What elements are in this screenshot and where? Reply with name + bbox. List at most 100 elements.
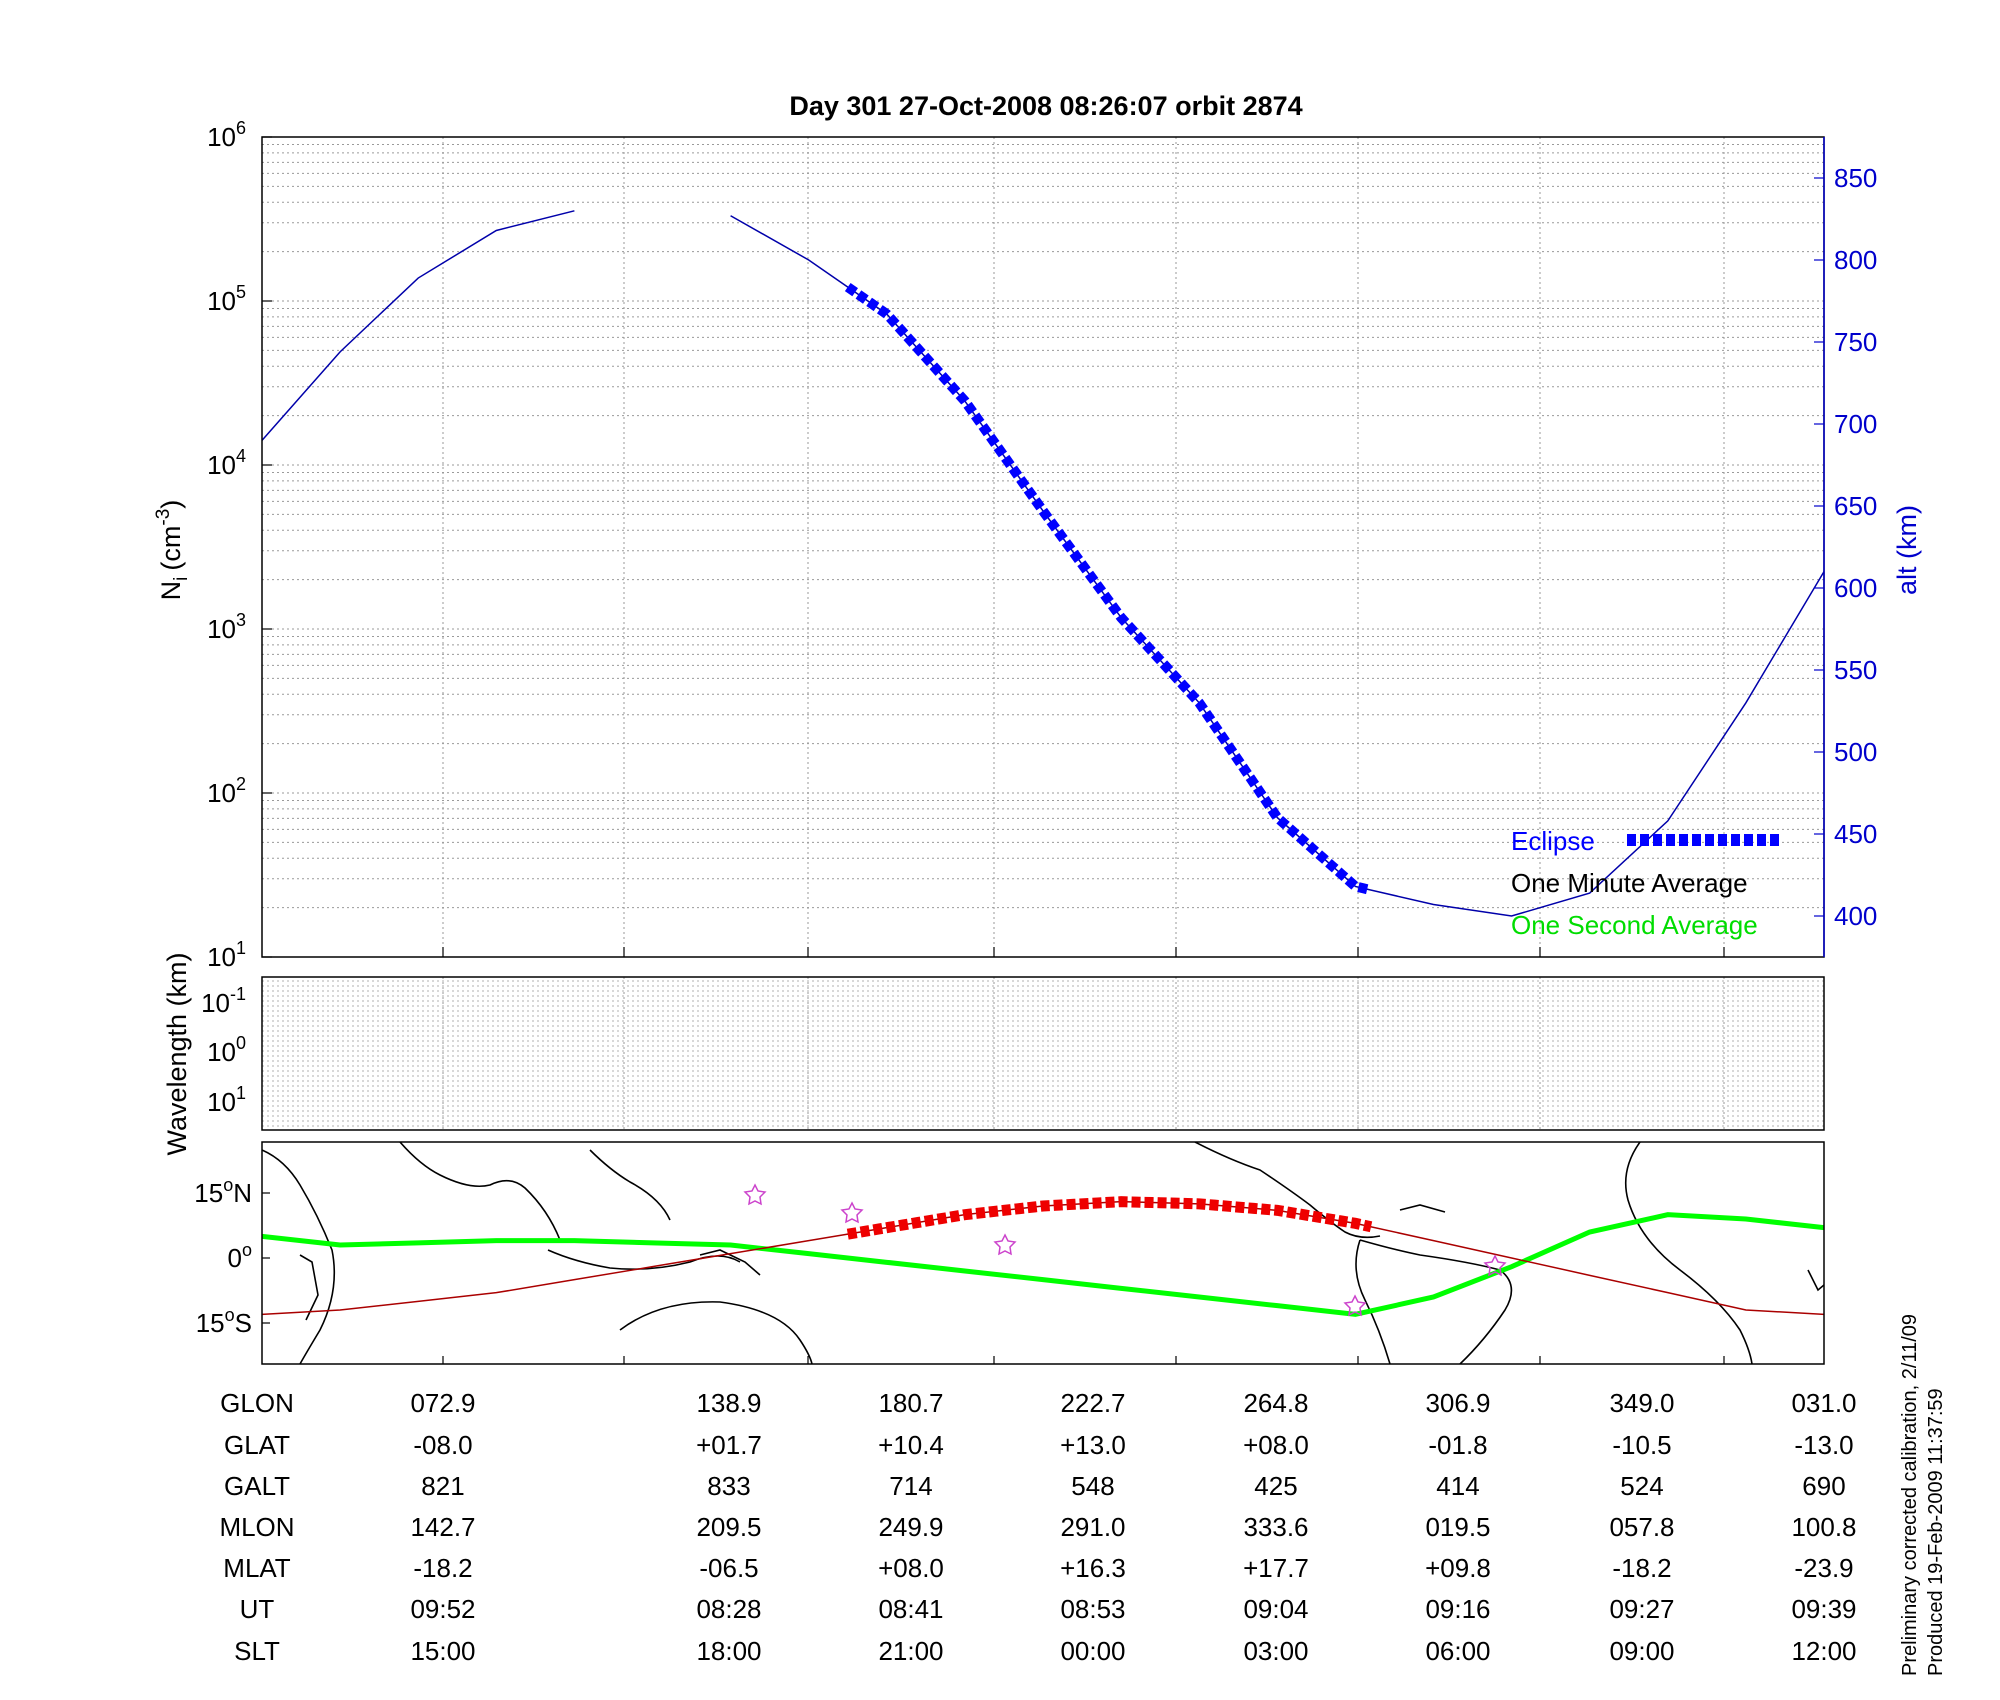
wavelength-tick-base: 10	[207, 1087, 236, 1117]
map-tick-label: 15oN	[194, 1175, 252, 1208]
left-tick-base: 10	[207, 942, 236, 972]
wavelength-tick-label: 10-1	[201, 984, 246, 1018]
ephemeris-cell: 821	[421, 1471, 464, 1501]
ephemeris-cell: 09:27	[1609, 1594, 1674, 1624]
ephemeris-cell: 031.0	[1791, 1388, 1856, 1418]
ephemeris-row-label: MLAT	[223, 1553, 291, 1583]
legend-eclipse-mark	[1653, 834, 1662, 846]
left-axis-label-sub: i	[171, 577, 192, 581]
ephemeris-cell: 291.0	[1060, 1512, 1125, 1542]
left-tick-exp: 6	[236, 118, 246, 138]
right-tick-label: 600	[1834, 573, 1877, 603]
ephemeris-cell: -01.8	[1428, 1430, 1487, 1460]
coast-west-africa	[1624, 1142, 1753, 1364]
ephemeris-cell: 06:00	[1425, 1636, 1490, 1666]
right-tick-label: 400	[1834, 901, 1877, 931]
star-icon	[1483, 1254, 1507, 1277]
ephemeris-cell: 057.8	[1609, 1512, 1674, 1542]
ephemeris-cell: 414	[1436, 1471, 1479, 1501]
eclipse-track-line	[846, 1196, 1373, 1240]
right-tick-label: 500	[1834, 737, 1877, 767]
left-tick-exp: 1	[236, 938, 246, 958]
wavelength-tick-exp: 0	[236, 1033, 246, 1053]
left-axis-label-close: )	[156, 500, 186, 509]
coast-central-america	[1194, 1142, 1381, 1239]
ephemeris-row-label: SLT	[234, 1636, 280, 1666]
legend: Eclipse One Minute Average One Second Av…	[1511, 826, 1779, 940]
right-tick-label: 800	[1834, 245, 1877, 275]
map-tick-degree: o	[225, 1305, 235, 1325]
ephemeris-cell: -13.0	[1794, 1430, 1853, 1460]
altitude-series-line	[261, 210, 575, 441]
ephemeris-cell: 019.5	[1425, 1512, 1490, 1542]
legend-eclipse-mark	[1718, 834, 1727, 846]
left-tick-label: 101	[207, 938, 246, 972]
left-tick-label: 104	[207, 446, 246, 480]
ephemeris-cell: 249.9	[878, 1512, 943, 1542]
legend-eclipse-mark	[1666, 834, 1675, 846]
ephemeris-cell: 100.8	[1791, 1512, 1856, 1542]
orbit-track-line	[262, 1200, 1824, 1316]
produced-timestamp: Produced 19-Feb-2009 11:37:59	[1925, 1388, 1947, 1676]
legend-eclipse-mark	[1705, 834, 1714, 846]
star-icon	[840, 1201, 864, 1224]
right-tick-label: 450	[1834, 819, 1877, 849]
ephemeris-row-label: GLON	[220, 1388, 294, 1418]
wavelength-tick-exp: 1	[236, 1083, 246, 1103]
ephemeris-cell: 09:00	[1609, 1636, 1674, 1666]
ephemeris-cell: +13.0	[1060, 1430, 1126, 1460]
wavelength-tick-label: 100	[207, 1033, 246, 1067]
map-tick-number: 15	[194, 1178, 223, 1208]
star-icon	[1343, 1294, 1367, 1317]
ephemeris-cell: 180.7	[878, 1388, 943, 1418]
ephemeris-cell: 00:00	[1060, 1636, 1125, 1666]
legend-eclipse-mark	[1627, 834, 1636, 846]
left-tick-base: 10	[207, 286, 236, 316]
legend-eclipse-mark	[1731, 834, 1740, 846]
ephemeris-cell: +08.0	[1243, 1430, 1309, 1460]
legend-one-second-label: One Second Average	[1511, 910, 1758, 940]
ephemeris-cell: +09.8	[1425, 1553, 1491, 1583]
map-eclipse-segment	[846, 1196, 1373, 1240]
ephemeris-cell: 548	[1071, 1471, 1114, 1501]
legend-eclipse-marker	[1627, 834, 1779, 846]
legend-eclipse-label: Eclipse	[1511, 826, 1595, 856]
map-tick-label: 0o	[228, 1240, 252, 1273]
legend-eclipse-mark	[1770, 834, 1779, 846]
left-tick-label: 105	[207, 282, 246, 316]
left-tick-exp: 4	[236, 446, 246, 466]
ephemeris-cell: +08.0	[878, 1553, 944, 1583]
left-tick-exp: 5	[236, 282, 246, 302]
wavelength-tick-base: 10	[207, 1037, 236, 1067]
bottom-axis-ticks	[442, 947, 1725, 957]
ephemeris-cell: 08:28	[696, 1594, 761, 1624]
left-tick-label: 103	[207, 610, 246, 644]
ephemeris-cell: 690	[1802, 1471, 1845, 1501]
star-icon	[743, 1183, 767, 1206]
left-tick-exp: 3	[236, 610, 246, 630]
ephemeris-cell: 425	[1254, 1471, 1297, 1501]
ephemeris-row-label: MLON	[219, 1512, 294, 1542]
chart-title: Day 301 27-Oct-2008 08:26:07 orbit 2874	[789, 91, 1302, 121]
ephemeris-cell: 08:41	[878, 1594, 943, 1624]
ephemeris-cell: +17.7	[1243, 1553, 1309, 1583]
wavelength-panel-grid	[262, 977, 1824, 1130]
wavelength-tick-label: 101	[207, 1083, 246, 1117]
legend-eclipse-mark	[1679, 834, 1688, 846]
wavelength-tick-base: 10	[201, 988, 230, 1018]
left-axis-label: Ni (cm-3)	[153, 500, 192, 601]
left-axis-label-unit-sup: -3	[153, 509, 174, 526]
ephemeris-cell: 08:53	[1060, 1594, 1125, 1624]
map-panel-frame	[261, 1141, 1825, 1365]
map-tick-number: 0	[228, 1243, 242, 1273]
ephemeris-cell: 833	[707, 1471, 750, 1501]
wavelength-axis-label: Wavelength (km)	[162, 952, 192, 1155]
ephemeris-cell: 09:39	[1791, 1594, 1856, 1624]
map-tick-degree: o	[223, 1175, 233, 1195]
ephemeris-cell: 15:00	[410, 1636, 475, 1666]
